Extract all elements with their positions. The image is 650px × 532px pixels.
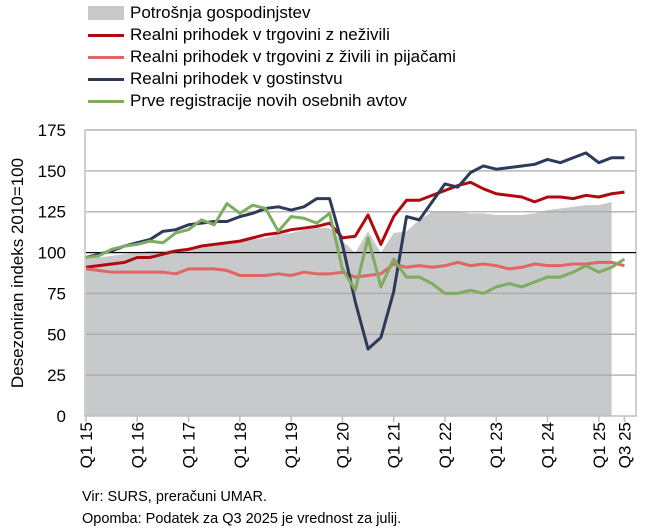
- y-tick-label: 50: [47, 325, 66, 344]
- y-tick-label: 0: [57, 407, 66, 426]
- legend-label: Realni prihodek v trgovini z živili in p…: [130, 47, 456, 66]
- x-tick-label: Q1 17: [180, 422, 199, 468]
- legend-label: Potrošnja gospodinjstev: [130, 3, 311, 22]
- legend-item: Realni prihodek v trgovini z živili in p…: [88, 46, 456, 68]
- legend-label: Realni prihodek v trgovini z neživili: [130, 25, 390, 44]
- footnote: Opomba: Podatek za Q3 2025 je vrednost z…: [82, 511, 402, 527]
- legend-item: Potrošnja gospodinjstev: [88, 2, 456, 24]
- plot-border: [84, 129, 637, 417]
- legend-item: Realni prihodek v gostinstvu: [88, 68, 456, 90]
- y-tick-label: 150: [38, 162, 66, 181]
- line-series: [85, 260, 625, 279]
- legend: Potrošnja gospodinjstev Realni prihodek v…: [88, 2, 456, 112]
- x-tick-label: Q1 19: [282, 422, 301, 468]
- legend-label: Realni prihodek v gostinstvu: [130, 69, 343, 88]
- legend-swatch: [88, 6, 124, 20]
- x-tick-label: Q1 22: [436, 422, 455, 468]
- legend-swatch: [88, 33, 124, 37]
- legend-swatch: [88, 99, 124, 103]
- area-series-consumption: [86, 201, 612, 416]
- y-tick-label: 125: [38, 203, 66, 222]
- x-tick-label: Q1 18: [231, 422, 250, 468]
- legend-item: Realni prihodek v trgovini z neživili: [88, 24, 456, 46]
- legend-item: Prve registracije novih osebnih avtov: [88, 90, 456, 112]
- x-tick-label: Q1 15: [77, 422, 96, 468]
- y-axis-title: Desezoniran indeks 2010=100: [8, 158, 27, 388]
- y-tick-label: 75: [47, 284, 66, 303]
- x-tick-label: Q1 25: [590, 422, 609, 468]
- footer: Vir: SURS, preračuni UMAR. Opomba: Podat…: [82, 486, 401, 530]
- y-tick-label: 100: [38, 244, 66, 263]
- x-tick-label: Q1 23: [487, 422, 506, 468]
- y-tick-label: 25: [47, 366, 66, 385]
- x-tick-label: Q3 25: [615, 422, 634, 468]
- legend-label: Prve registracije novih osebnih avtov: [130, 91, 407, 110]
- x-tick-label: Q1 24: [539, 422, 558, 468]
- legend-swatch: [88, 77, 124, 81]
- x-tick-label: Q1 20: [333, 422, 352, 468]
- line-series: [85, 151, 625, 351]
- source-note: Vir: SURS, preračuni UMAR.: [82, 489, 268, 505]
- x-tick-label: Q1 21: [385, 422, 404, 468]
- line-series: [85, 202, 626, 295]
- legend-swatch: [88, 55, 124, 59]
- x-tick-label: Q1 16: [128, 422, 147, 468]
- line-series: [85, 180, 625, 269]
- y-tick-label: 175: [38, 121, 66, 140]
